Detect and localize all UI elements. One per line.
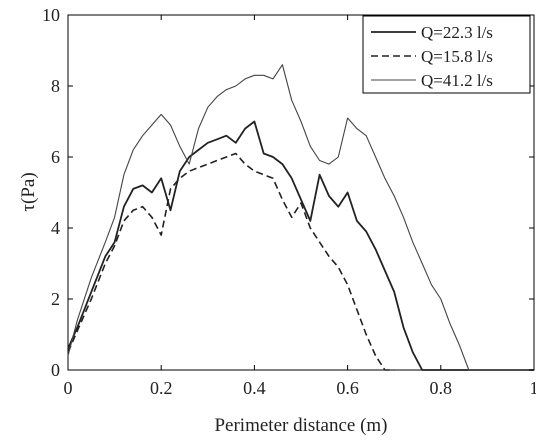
x-tick-label: 0.8 <box>430 378 453 398</box>
x-tick-label: 0.6 <box>336 378 359 398</box>
legend: Q=22.3 l/s Q=15.8 l/s Q=41.2 l/s <box>362 15 531 94</box>
x-tick-label: 1 <box>530 378 536 398</box>
y-tick-label: 2 <box>51 289 60 309</box>
x-tick-label: 0.4 <box>243 378 266 398</box>
legend-label-2: Q=15.8 l/s <box>421 47 493 66</box>
legend-box <box>362 15 531 94</box>
y-axis-label: τ(Pa) <box>18 172 39 211</box>
series-line-2 <box>67 152 395 371</box>
series-line-1 <box>67 120 534 371</box>
x-axis-label: Perimeter distance (m) <box>214 415 387 436</box>
y-tick-label: 8 <box>51 76 60 96</box>
series-layer <box>67 64 534 371</box>
y-tick-label: 0 <box>51 360 60 380</box>
x-tick-label: 0.2 <box>150 378 173 398</box>
y-tick-label: 4 <box>51 218 60 238</box>
y-tick-label: 10 <box>42 5 60 25</box>
legend-label-1: Q=22.3 l/s <box>421 23 493 42</box>
y-tick-label: 6 <box>51 147 60 167</box>
legend-label-3: Q=41.2 l/s <box>421 71 493 90</box>
series-line-3 <box>67 64 534 371</box>
x-tick-label: 0 <box>64 378 73 398</box>
